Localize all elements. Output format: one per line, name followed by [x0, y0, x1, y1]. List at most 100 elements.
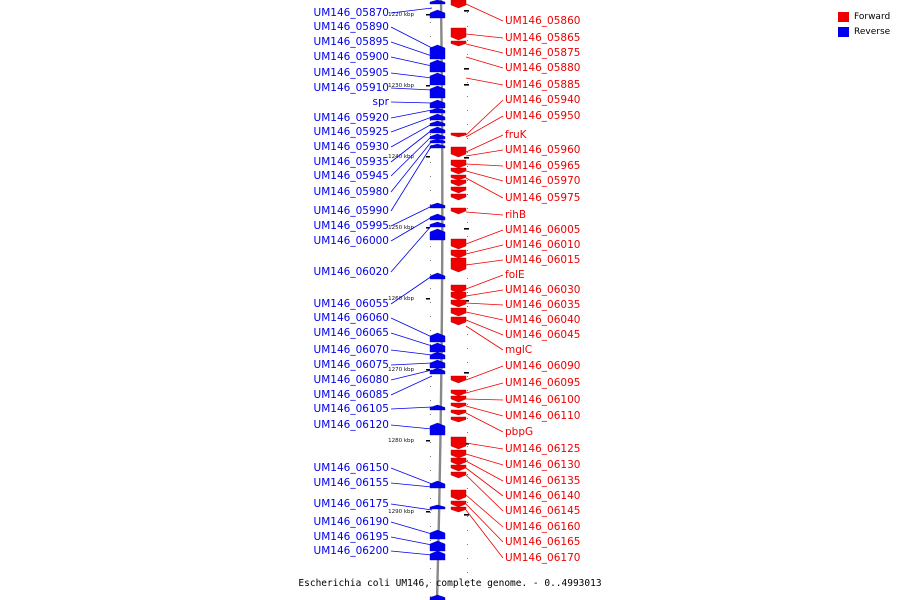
forward-gene-label[interactable]: UM146_06005 — [505, 224, 580, 236]
reverse-gene-label[interactable]: UM146_05910 — [314, 82, 389, 94]
forward-gene-label[interactable]: UM146_05865 — [505, 32, 580, 44]
reverse-feature — [429, 113, 446, 121]
forward-gene-label[interactable]: UM146_05860 — [505, 15, 580, 27]
minor-tick — [430, 344, 431, 345]
reverse-feature — [429, 529, 446, 540]
reverse-gene-label[interactable]: UM146_06020 — [314, 266, 389, 278]
forward-gene-label[interactable]: UM146_06095 — [505, 377, 580, 389]
reverse-gene-label[interactable]: UM146_06155 — [314, 477, 389, 489]
reverse-gene-label[interactable]: UM146_06120 — [314, 419, 389, 431]
forward-gene-label[interactable]: UM146_06010 — [505, 239, 580, 251]
forward-gene-label[interactable]: UM146_06040 — [505, 314, 580, 326]
reverse-gene-label[interactable]: UM146_06200 — [314, 545, 389, 557]
forward-label-leader — [465, 289, 504, 297]
forward-gene-label[interactable]: UM146_05940 — [505, 94, 580, 106]
reverse-feature — [429, 504, 446, 510]
strand-tick-mark — [464, 372, 469, 374]
forward-gene-label[interactable]: UM146_05950 — [505, 110, 580, 122]
reverse-gene-label[interactable]: UM146_05895 — [314, 36, 389, 48]
forward-gene-label[interactable]: UM146_06145 — [505, 505, 580, 517]
forward-gene-label[interactable]: UM146_05960 — [505, 144, 580, 156]
kbp-tick-mark — [426, 85, 430, 87]
forward-feature — [450, 257, 467, 273]
reverse-gene-label[interactable]: UM146_05945 — [314, 170, 389, 182]
reverse-gene-label[interactable]: UM146_05930 — [314, 141, 389, 153]
forward-label-leader — [465, 503, 504, 543]
reverse-label-leader — [390, 369, 433, 381]
minor-tick — [430, 582, 431, 583]
legend-forward-label: Forward — [854, 11, 891, 22]
kbp-tick-mark — [426, 298, 430, 300]
minor-tick — [467, 516, 468, 517]
forward-gene-label[interactable]: UM146_06170 — [505, 552, 580, 564]
reverse-gene-label[interactable]: UM146_05920 — [314, 112, 389, 124]
kbp-tick-label: 1230 kbp — [388, 83, 414, 89]
forward-gene-label[interactable]: UM146_05880 — [505, 62, 580, 74]
reverse-label-leader — [390, 224, 433, 273]
forward-gene-label[interactable]: folE — [505, 269, 525, 281]
minor-tick — [467, 54, 468, 55]
reverse-gene-label[interactable]: UM146_06190 — [314, 516, 389, 528]
forward-feature — [450, 159, 467, 169]
reverse-gene-label[interactable]: UM146_06150 — [314, 462, 389, 474]
forward-gene-label[interactable]: mglC — [505, 344, 532, 356]
strand-tick-mark — [464, 228, 469, 230]
minor-tick — [467, 586, 468, 587]
reverse-gene-label[interactable]: spr — [373, 96, 390, 108]
reverse-gene-label[interactable]: UM146_06075 — [314, 359, 389, 371]
forward-gene-label[interactable]: UM146_06030 — [505, 284, 580, 296]
forward-gene-label[interactable]: UM146_06110 — [505, 410, 580, 422]
forward-gene-label[interactable]: UM146_05885 — [505, 79, 580, 91]
reverse-gene-label[interactable]: UM146_06105 — [314, 403, 389, 415]
forward-label-leader — [465, 274, 504, 290]
forward-gene-label[interactable]: pbpG — [505, 426, 533, 438]
reverse-gene-label[interactable]: UM146_05905 — [314, 67, 389, 79]
reverse-gene-label[interactable]: UM146_05935 — [314, 156, 389, 168]
forward-gene-label[interactable]: UM146_06140 — [505, 490, 580, 502]
forward-feature — [450, 457, 467, 466]
reverse-gene-label[interactable]: UM146_06065 — [314, 327, 389, 339]
reverse-gene-label[interactable]: UM146_05870 — [314, 7, 389, 19]
reverse-gene-label[interactable]: UM146_06080 — [314, 374, 389, 386]
forward-feature — [450, 299, 467, 308]
minor-tick — [467, 572, 468, 573]
reverse-gene-label[interactable]: UM146_06175 — [314, 498, 389, 510]
reverse-gene-labels: UM146_05870 UM146_05890 UM146_05895 UM146_0… — [314, 7, 433, 557]
forward-gene-label[interactable]: UM146_06160 — [505, 521, 580, 533]
reverse-gene-label[interactable]: UM146_06055 — [314, 298, 389, 310]
reverse-gene-label[interactable]: UM146_05890 — [314, 21, 389, 33]
forward-gene-label[interactable]: UM146_06035 — [505, 299, 580, 311]
reverse-gene-label[interactable]: UM146_06195 — [314, 531, 389, 543]
forward-gene-label[interactable]: UM146_05875 — [505, 47, 580, 59]
reverse-gene-label[interactable]: UM146_06060 — [314, 312, 389, 324]
reverse-gene-label[interactable]: UM146_05995 — [314, 220, 389, 232]
forward-gene-label[interactable]: UM146_06090 — [505, 360, 580, 372]
reverse-gene-label[interactable]: UM146_06085 — [314, 389, 389, 401]
forward-label-leader — [465, 382, 504, 394]
forward-gene-label[interactable]: UM146_06045 — [505, 329, 580, 341]
forward-gene-label[interactable]: UM146_06125 — [505, 443, 580, 455]
minor-tick — [467, 460, 468, 461]
forward-gene-label[interactable]: UM146_05975 — [505, 192, 580, 204]
kbp-tick-mark — [426, 156, 430, 158]
forward-gene-label[interactable]: UM146_06015 — [505, 254, 580, 266]
reverse-gene-label[interactable]: UM146_05980 — [314, 186, 389, 198]
reverse-feature — [429, 44, 446, 60]
reverse-label-leader — [390, 135, 433, 177]
forward-gene-label[interactable]: UM146_06135 — [505, 475, 580, 487]
reverse-gene-label[interactable]: UM146_06000 — [314, 235, 389, 247]
reverse-gene-label[interactable]: UM146_05900 — [314, 51, 389, 63]
forward-gene-label[interactable]: UM146_05965 — [505, 160, 580, 172]
reverse-gene-label[interactable]: UM146_05990 — [314, 205, 389, 217]
minor-tick — [430, 596, 431, 597]
forward-gene-label[interactable]: rihB — [505, 209, 526, 221]
kbp-tick-label: 1270 kbp — [388, 367, 414, 373]
forward-gene-label[interactable]: fruK — [505, 129, 528, 141]
reverse-gene-label[interactable]: UM146_06070 — [314, 344, 389, 356]
forward-gene-label[interactable]: UM146_05970 — [505, 175, 580, 187]
forward-gene-label[interactable]: UM146_06100 — [505, 394, 580, 406]
forward-gene-label[interactable]: UM146_06130 — [505, 459, 580, 471]
forward-gene-label[interactable]: UM146_06165 — [505, 536, 580, 548]
forward-label-leader — [465, 115, 504, 138]
reverse-gene-label[interactable]: UM146_05925 — [314, 126, 389, 138]
